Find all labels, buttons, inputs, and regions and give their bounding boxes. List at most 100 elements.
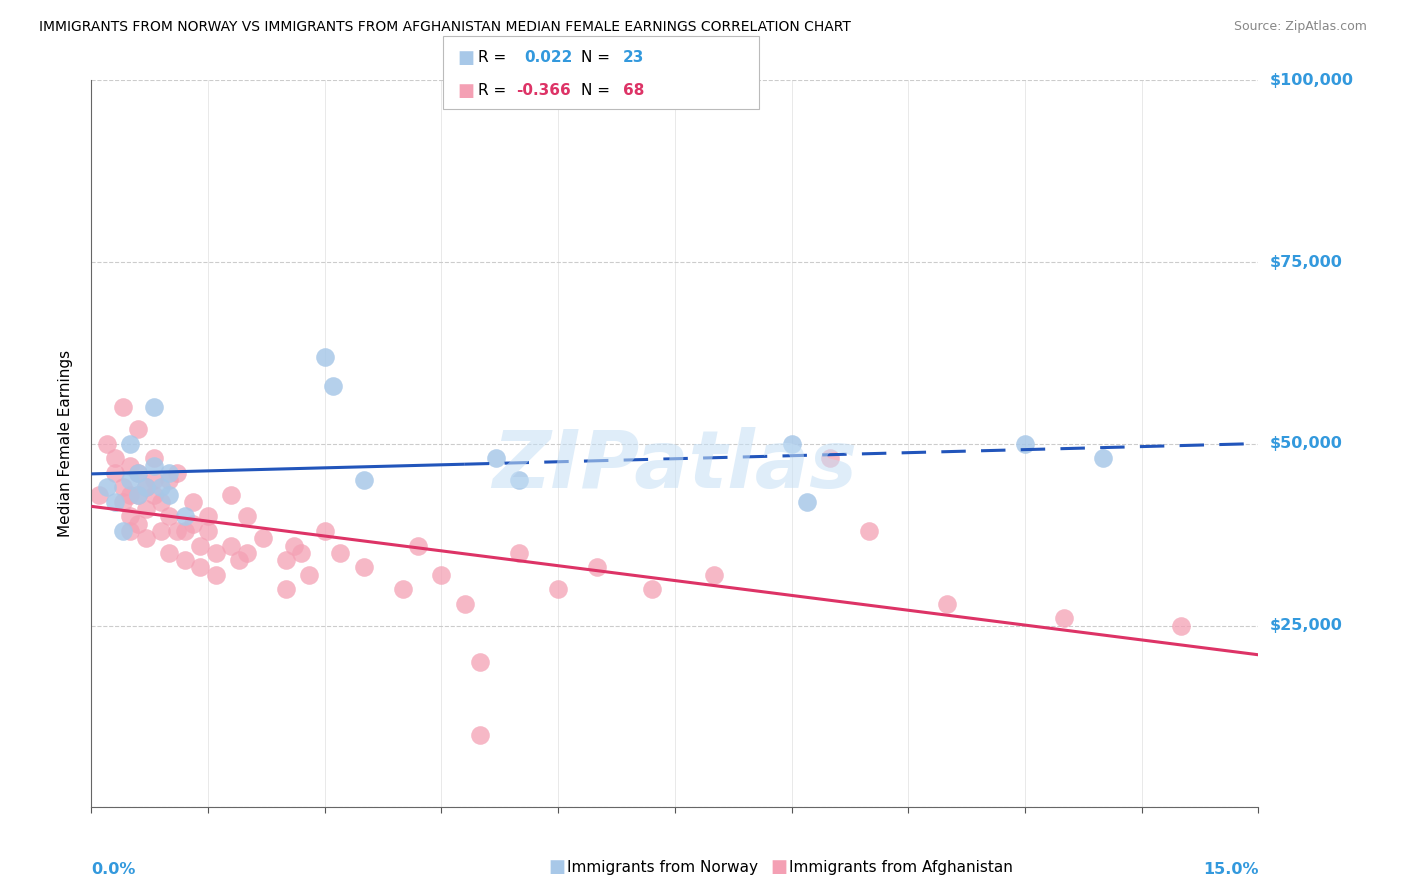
Point <box>111 524 134 538</box>
Text: $50,000: $50,000 <box>1270 436 1343 451</box>
Point <box>111 495 134 509</box>
Point <box>547 582 569 596</box>
Point <box>142 488 165 502</box>
Point <box>181 516 204 531</box>
Point <box>283 539 305 553</box>
Point <box>314 350 336 364</box>
Point <box>391 582 413 596</box>
Point <box>181 495 204 509</box>
Text: ■: ■ <box>770 858 787 876</box>
Point <box>166 524 188 538</box>
Point <box>274 582 297 596</box>
Text: ZIPatlas: ZIPatlas <box>492 426 858 505</box>
Point <box>228 553 250 567</box>
Point <box>111 401 134 415</box>
Point <box>1014 436 1036 450</box>
Point <box>89 488 111 502</box>
Point <box>586 560 609 574</box>
Point <box>703 567 725 582</box>
Text: N =: N = <box>581 50 614 65</box>
Point <box>236 546 259 560</box>
Point <box>274 553 297 567</box>
Point <box>470 728 492 742</box>
Text: $100,000: $100,000 <box>1270 73 1354 87</box>
Point <box>104 495 127 509</box>
Point <box>430 567 453 582</box>
Point <box>485 451 508 466</box>
Point <box>1053 611 1076 625</box>
Point <box>353 560 375 574</box>
Point <box>127 516 149 531</box>
Text: 0.022: 0.022 <box>524 50 572 65</box>
Point <box>127 466 149 480</box>
Point <box>188 539 211 553</box>
Point <box>1091 451 1114 466</box>
Y-axis label: Median Female Earnings: Median Female Earnings <box>58 351 73 537</box>
Point <box>142 458 165 473</box>
Point <box>142 451 165 466</box>
Text: Source: ZipAtlas.com: Source: ZipAtlas.com <box>1233 20 1367 33</box>
Point <box>157 473 180 487</box>
Text: 68: 68 <box>623 83 644 98</box>
Point <box>796 495 818 509</box>
Point <box>298 567 321 582</box>
Point <box>205 546 228 560</box>
Point <box>314 524 336 538</box>
Point <box>120 458 142 473</box>
Point <box>135 480 157 494</box>
Point <box>142 473 165 487</box>
Point <box>104 466 127 480</box>
Point <box>454 597 477 611</box>
Point <box>150 480 173 494</box>
Text: $25,000: $25,000 <box>1270 618 1343 633</box>
Text: R =: R = <box>478 50 512 65</box>
Point <box>173 509 195 524</box>
Point <box>127 488 149 502</box>
Point <box>290 546 312 560</box>
Point <box>142 401 165 415</box>
Point <box>127 466 149 480</box>
Point <box>640 582 662 596</box>
Point <box>188 560 211 574</box>
Point <box>820 451 842 466</box>
Point <box>150 495 173 509</box>
Point <box>197 509 219 524</box>
Text: R =: R = <box>478 83 512 98</box>
Point <box>166 466 188 480</box>
Point <box>120 436 142 450</box>
Point <box>157 466 180 480</box>
Text: Immigrants from Afghanistan: Immigrants from Afghanistan <box>789 860 1012 874</box>
Text: -0.366: -0.366 <box>516 83 571 98</box>
Point <box>120 473 142 487</box>
Point <box>135 531 157 545</box>
Text: Immigrants from Norway: Immigrants from Norway <box>567 860 758 874</box>
Point <box>96 436 118 450</box>
Text: IMMIGRANTS FROM NORWAY VS IMMIGRANTS FROM AFGHANISTAN MEDIAN FEMALE EARNINGS COR: IMMIGRANTS FROM NORWAY VS IMMIGRANTS FRO… <box>39 20 851 34</box>
Point <box>135 480 157 494</box>
Point <box>157 488 180 502</box>
Point <box>508 546 530 560</box>
Point <box>936 597 959 611</box>
Point <box>127 422 149 436</box>
Point <box>406 539 429 553</box>
Point <box>197 524 219 538</box>
Point <box>322 378 344 392</box>
Point <box>104 451 127 466</box>
Point <box>173 524 195 538</box>
Point <box>135 502 157 516</box>
Text: 15.0%: 15.0% <box>1204 862 1258 877</box>
Point <box>780 436 803 450</box>
Point <box>120 509 142 524</box>
Point <box>329 546 352 560</box>
Text: 23: 23 <box>623 50 644 65</box>
Text: 0.0%: 0.0% <box>91 862 136 877</box>
Text: $75,000: $75,000 <box>1270 254 1343 269</box>
Point <box>1170 618 1192 632</box>
Point <box>127 488 149 502</box>
Point <box>221 539 243 553</box>
Point <box>157 509 180 524</box>
Text: ■: ■ <box>457 81 474 100</box>
Point <box>120 488 142 502</box>
Point <box>236 509 259 524</box>
Point <box>470 655 492 669</box>
